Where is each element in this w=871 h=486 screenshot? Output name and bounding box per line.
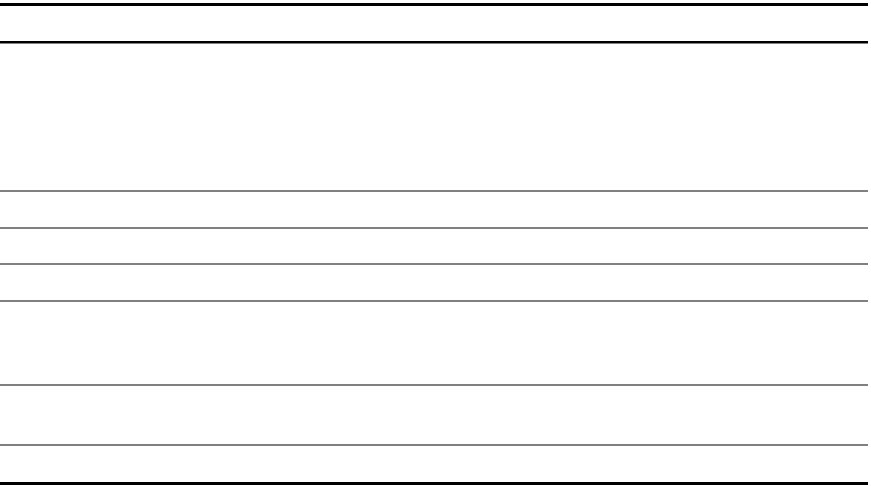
row-rule	[0, 384, 868, 386]
row-rule	[0, 300, 868, 302]
top-rule	[0, 3, 868, 6]
row-rule	[0, 227, 868, 229]
row-rule	[0, 444, 868, 446]
row-rule	[0, 190, 868, 192]
header-rule	[0, 41, 868, 44]
bottom-rule	[0, 482, 868, 485]
row-rule	[0, 263, 868, 265]
